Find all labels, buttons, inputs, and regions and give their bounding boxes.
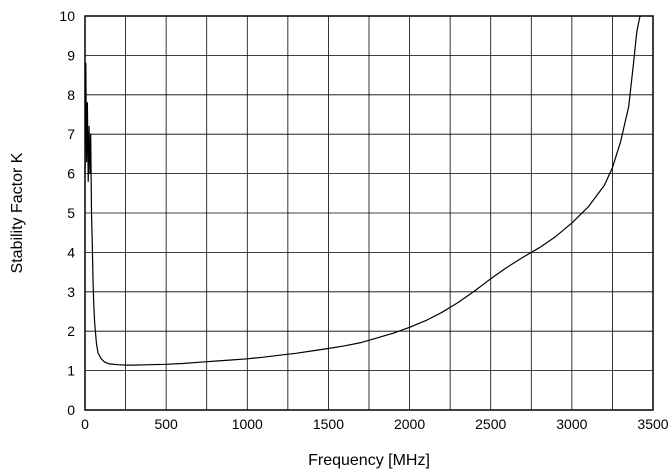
y-tick-label: 9	[67, 47, 75, 63]
y-tick-label: 4	[67, 244, 75, 260]
series-layer	[84, 15, 641, 366]
y-tick-label: 8	[67, 87, 75, 103]
y-tick-label: 2	[67, 323, 75, 339]
series-line	[84, 15, 641, 366]
x-axis: 0 500 1000 1500 2000 2500 3000 3500	[81, 416, 669, 432]
y-axis: 0 1 2 3 4 5 6 7 8 9 10	[59, 8, 75, 418]
x-tick-label: 2500	[475, 416, 506, 432]
y-tick-label: 3	[67, 284, 75, 300]
x-tick-label: 2000	[394, 416, 425, 432]
x-tick-label: 1500	[313, 416, 344, 432]
y-tick-label: 1	[67, 363, 75, 379]
x-tick-label: 3000	[556, 416, 587, 432]
y-tick-label: 5	[67, 205, 75, 221]
y-tick-label: 6	[67, 166, 75, 182]
x-tick-label: 0	[81, 416, 89, 432]
plot-frame	[84, 15, 654, 411]
y-axis-title: Stability Factor K	[9, 152, 26, 273]
grid	[84, 15, 654, 411]
x-tick-label: 1000	[232, 416, 263, 432]
x-tick-label: 500	[154, 416, 178, 432]
x-tick-label: 3500	[637, 416, 668, 432]
x-axis-title: Frequency [MHz]	[308, 452, 430, 469]
y-tick-label: 0	[67, 402, 75, 418]
y-tick-label: 7	[67, 126, 75, 142]
y-tick-label: 10	[59, 8, 75, 24]
